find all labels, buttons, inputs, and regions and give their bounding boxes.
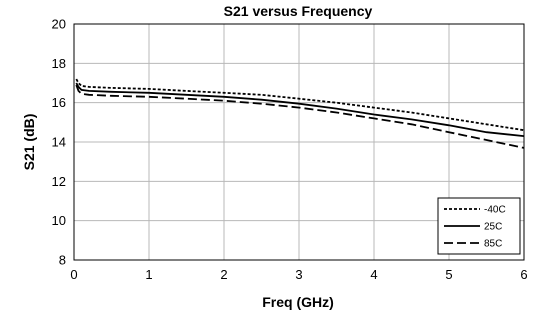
x-tick-label: 1 (145, 267, 152, 282)
series-line-85c (75, 84, 525, 149)
series-line-25c (75, 82, 525, 137)
x-axis-label: Freq (GHz) (262, 294, 334, 310)
x-tick-label: 2 (220, 267, 227, 282)
y-tick-label: 16 (52, 95, 66, 110)
y-tick-label: 12 (52, 174, 66, 189)
chart-title: S21 versus Frequency (224, 3, 373, 19)
grid-layer (74, 24, 524, 260)
y-tick-label: 14 (52, 135, 66, 150)
legend-entry: 25C (484, 222, 502, 233)
plot-frame (73, 23, 525, 261)
legend-entry: 85C (484, 239, 502, 250)
series-layer (75, 78, 525, 149)
x-tick-label: 0 (70, 267, 77, 282)
x-tick-label: 6 (520, 267, 527, 282)
y-axis-label: S21 (dB) (21, 114, 37, 171)
x-tick-label: 5 (445, 267, 452, 282)
y-tick-label: 20 (52, 17, 66, 32)
y-tick-label: 8 (59, 253, 66, 268)
x-tick-label: 4 (370, 267, 377, 282)
series-line-40c (75, 78, 525, 132)
y-tick-label: 10 (52, 213, 66, 228)
x-tick-label: 3 (295, 267, 302, 282)
legend-entry: -40C (484, 205, 506, 216)
y-tick-label: 18 (52, 56, 66, 71)
legend: -40C 25C 85C (437, 197, 521, 255)
